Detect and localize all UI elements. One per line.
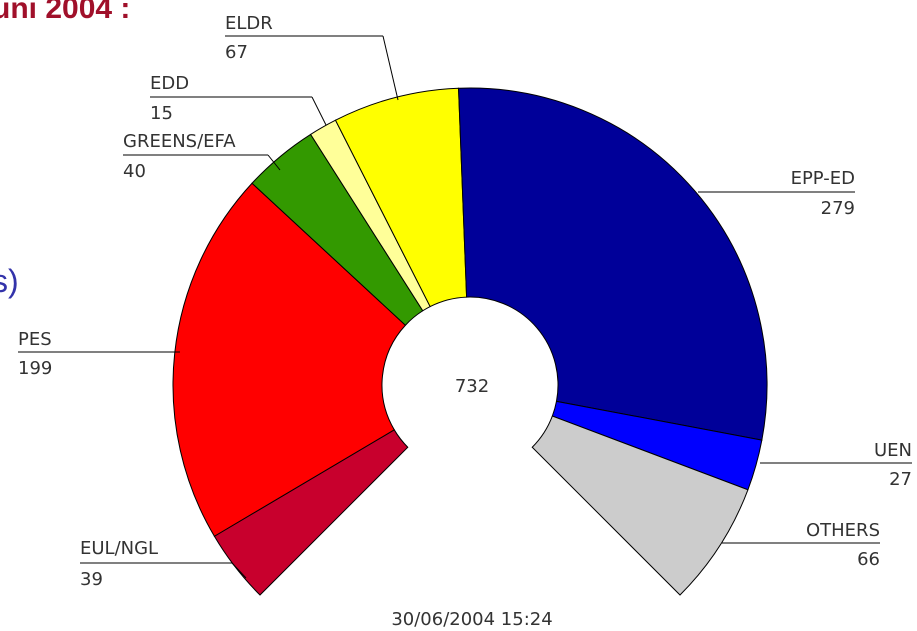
value-label: 15 (150, 103, 173, 124)
seat-segment (531, 415, 749, 596)
leader-line (231, 562, 247, 579)
value-label: 199 (18, 358, 52, 379)
value-label: 67 (225, 42, 248, 63)
title-fragment: uni 2004 : (0, 0, 130, 25)
category-label: EDD (150, 73, 189, 94)
value-label: 39 (80, 569, 103, 590)
category-label: PES (18, 329, 52, 350)
category-label: GREENS/EFA (123, 131, 236, 152)
seat-segment (458, 87, 768, 441)
leader-line (311, 96, 327, 126)
category-label: EPP-ED (791, 168, 855, 189)
total-label: 732 (455, 376, 489, 397)
leader-line (267, 154, 281, 171)
timestamp: 30/06/2004 15:24 (391, 609, 552, 630)
category-label: EUL/NGL (80, 538, 158, 559)
leader-line (382, 35, 399, 101)
value-label: 40 (123, 161, 146, 182)
category-label: UEN (874, 440, 912, 461)
value-label: 66 (857, 549, 880, 570)
value-label: 279 (821, 198, 855, 219)
side-fragment: s) (0, 263, 19, 299)
value-label: 27 (889, 469, 912, 490)
category-label: ELDR (225, 13, 273, 34)
category-label: OTHERS (806, 520, 880, 541)
